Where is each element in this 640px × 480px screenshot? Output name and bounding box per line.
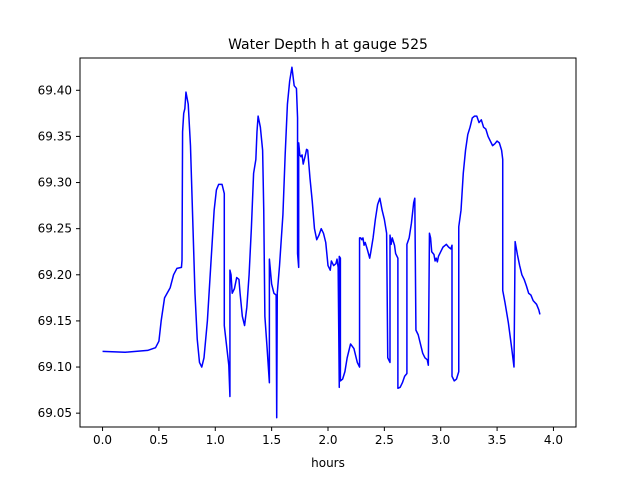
y-tick-label: 69.15	[38, 314, 72, 328]
x-tick-label: 3.5	[488, 433, 507, 447]
x-tick-label: 0.5	[149, 433, 168, 447]
plot-area	[102, 66, 541, 419]
y-tick-label: 69.25	[38, 222, 72, 236]
y-tick-label: 69.30	[38, 176, 72, 190]
y-tick-label: 69.20	[38, 268, 72, 282]
x-tick-label: 1.0	[206, 433, 225, 447]
x-tick-label: 4.0	[544, 433, 563, 447]
y-tick-label: 69.35	[38, 129, 72, 143]
y-tick-label: 69.40	[38, 83, 72, 97]
x-tick-label: 2.0	[318, 433, 337, 447]
x-axis-label: hours	[311, 456, 345, 470]
x-tick-label: 1.5	[262, 433, 281, 447]
axes: 0.0 0.5 1.0 1.5 2.0 2.5 3.0 3.5 4.0 69.05 69.10 69.…	[38, 57, 577, 447]
y-tick-label: 69.10	[38, 360, 72, 374]
y-tick-label: 69.05	[38, 406, 72, 420]
chart-title: Water Depth h at gauge 525	[228, 37, 428, 53]
x-tick-label: 3.0	[431, 433, 450, 447]
x-tick-label: 2.5	[375, 433, 394, 447]
x-tick-label: 0.0	[93, 433, 112, 447]
series-line-0	[102, 66, 541, 419]
